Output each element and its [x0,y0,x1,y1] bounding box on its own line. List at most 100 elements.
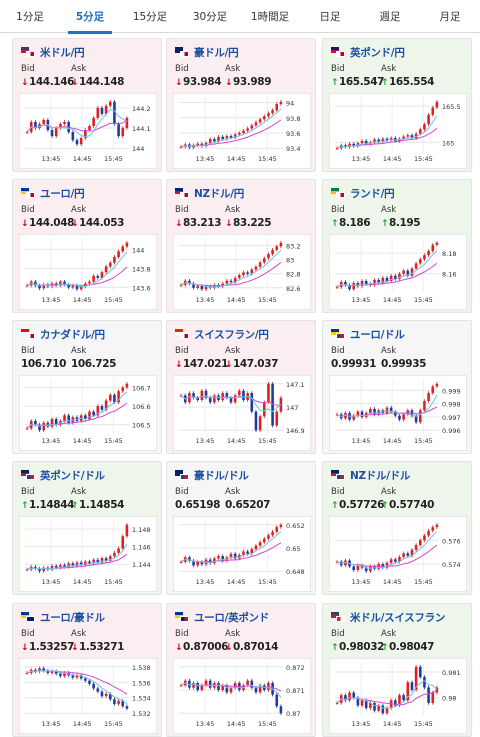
candle-body [217,683,220,690]
mini-chart[interactable]: 0.872 0.871 0.87 13:45 14:45 15:45 [173,658,311,734]
ma-short-line [180,682,282,698]
candle-body [356,565,360,571]
bid-value: 0.65198 [175,499,220,511]
flag-icon [21,188,35,198]
rate-card[interactable]: 英ポンド/円 Bid Ask ↑165.547 ↑165.554 165.5 165 13:4… [322,38,472,172]
mini-chart[interactable]: 0.999 0.998 0.997 0.996 13:45 14:45 15:45 [329,375,467,451]
rate-card[interactable]: 米ドル/スイスフラン Bid Ask ↑0.98032 ↑0.98047 0.981 0.9… [322,603,472,737]
candle-body [188,557,191,561]
arrow-up-icon: ↑ [71,501,79,511]
rate-card[interactable]: 豪ドル/円 Bid Ask ↓93.984 ↓93.989 94 93.8 93.6 93.4 1… [166,38,316,172]
rate-card[interactable]: ランド/円 Bid Ask ↑8.186 ↑8.195 8.18 8.16 13:45 14:4… [322,179,472,313]
ma-short-line [336,394,438,417]
candle-body [108,101,112,106]
candle-body [221,685,224,690]
arrow-up-icon: ↑ [331,501,339,511]
flag-icon [21,470,35,480]
candle-body [92,117,95,127]
pair-name: カナダドル/円 [40,328,105,341]
bid-number: 0.87006 [183,641,229,653]
x-tick-label: 13:45 [42,155,61,163]
bid-label: Bid [21,205,35,215]
mini-chart[interactable]: 83.2 83 82.8 82.6 13:45 14:45 15:45 [173,234,311,310]
mini-chart[interactable]: 94 93.8 93.6 93.4 13:45 14:45 15:45 [173,93,311,169]
pair-link[interactable]: NZドル/ドル [331,468,410,482]
candle-body [271,383,274,426]
y-tick-label: 147.1 [286,381,305,389]
rate-card[interactable]: 英ポンド/ドル Bid Ask ↑1.14844 ↑1.14854 1.148 1.146 1… [12,461,162,595]
mini-chart[interactable]: 0.652 0.65 0.648 13:45 14:45 15:45 [173,516,311,592]
x-tick-label: 15:45 [258,720,277,728]
candle-body [344,281,347,286]
tab-0[interactable]: 1分足 [16,11,44,23]
ask-number: 0.65207 [225,499,271,511]
mini-chart[interactable]: 1.148 1.146 1.144 13:45 14:45 15:45 [19,516,157,592]
mini-chart[interactable]: 144 143.8 143.6 13:45 14:45 15:45 [19,234,157,310]
rate-card[interactable]: NZドル/円 Bid Ask ↓83.213 ↓83.225 83.2 83 82.8 82.6… [166,179,316,313]
tab-6[interactable]: 週足 [379,11,401,23]
mini-chart[interactable]: 165.5 165 13:45 14:45 15:45 [329,93,467,169]
candle-body [25,428,29,430]
candle-body [217,136,220,142]
candle-body [63,672,66,677]
pair-link[interactable]: 英ポンド/ドル [21,468,105,482]
mini-chart[interactable]: 0.981 0.98 13:45 14:45 15:45 [329,658,467,734]
mini-chart[interactable]: 144.2 144.1 144 13:45 14:45 15:45 [19,93,157,169]
pair-link[interactable]: 米ドル/円 [21,45,85,59]
pair-link[interactable]: ユーロ/円 [21,186,85,200]
candle-body [406,410,410,415]
rate-card[interactable]: 米ドル/円 Bid Ask ↓144.146 ↓144.148 144.2 144.1 144… [12,38,162,172]
mini-chart[interactable]: 106.7 106.6 106.5 13:45 14:45 15:45 [19,375,157,451]
rate-card[interactable]: カナダドル/円 Bid Ask 106.710 106.725 106.7 106.6 106… [12,320,162,454]
pair-link[interactable]: 豪ドル/ドル [175,468,249,482]
candle-body [360,411,364,417]
x-tick-label: 13:45 [42,296,61,304]
ask-label: Ask [225,346,241,356]
y-tick-label: 83.2 [286,243,300,251]
candle-body [63,415,66,421]
pair-link[interactable]: 豪ドル/円 [175,45,239,59]
candle-body [360,140,364,144]
mini-chart[interactable]: 147.1 147 146.9 13:45 14:45 15:45 [173,375,311,451]
rate-card[interactable]: ユーロ/英ポンド Bid Ask ↓0.87006 ↓0.87014 0.872 0.871… [166,603,316,737]
rate-card[interactable]: ユーロ/ドル Bid Ask 0.99931 0.99935 0.999 0.998 0.99… [322,320,472,454]
rate-card[interactable]: NZドル/ドル Bid Ask ↑0.57726 ↑0.57740 0.576 0.574 1… [322,461,472,595]
candle-body [75,140,79,145]
rate-card[interactable]: スイスフラン/円 Bid Ask ↓147.021 ↓147.037 147.1 147 14… [166,320,316,454]
y-tick-label: 143.6 [132,284,151,292]
mini-chart[interactable]: 8.18 8.16 13:45 14:45 15:45 [329,234,467,310]
mini-chart[interactable]: 1.538 1.536 1.534 1.532 13:45 14:45 15:45 [19,658,157,734]
arrow-down-icon: ↓ [225,643,233,653]
tab-3[interactable]: 30分足 [192,11,228,23]
tab-2[interactable]: 15分足 [132,11,168,23]
rate-card[interactable]: ユーロ/豪ドル Bid Ask ↓1.53257 ↓1.53271 1.538 1.536 1… [12,603,162,737]
candle-body [373,408,376,415]
candle-body [54,128,58,137]
pair-link[interactable]: カナダドル/円 [21,327,105,341]
tab-4[interactable]: 1時間足 [250,11,290,23]
pair-link[interactable]: 米ドル/スイスフラン [331,610,445,624]
rate-card[interactable]: 豪ドル/ドル Bid Ask 0.65198 0.65207 0.652 0.65 0.648… [166,461,316,595]
mini-chart[interactable]: 0.576 0.574 13:45 14:45 15:45 [329,516,467,592]
candle-body [250,549,254,554]
x-tick-label: 15:45 [104,155,123,163]
pair-link[interactable]: ユーロ/豪ドル [21,610,105,624]
bid-label: Bid [331,629,345,639]
pair-link[interactable]: スイスフラン/円 [175,327,269,341]
rate-card[interactable]: ユーロ/円 Bid Ask ↓144.048 ↓144.053 144 143.8 143.6… [12,179,162,313]
y-tick-label: 83 [286,257,294,265]
candle-body [267,113,270,117]
pair-link[interactable]: 英ポンド/円 [331,45,405,59]
candle-body [225,685,229,693]
candle-body [204,680,208,686]
pair-link[interactable]: ユーロ/英ポンド [175,610,269,624]
tab-7[interactable]: 月足 [439,11,461,23]
candle-body [414,666,418,690]
pair-link[interactable]: NZドル/円 [175,186,244,200]
pair-name: 英ポンド/ドル [40,469,105,482]
tab-1[interactable]: 5分足 [60,0,120,34]
tab-5[interactable]: 日足 [319,11,341,23]
pair-link[interactable]: ユーロ/ドル [331,327,405,341]
pair-link[interactable]: ランド/円 [331,186,395,200]
ask-value: 106.725 [71,358,116,370]
